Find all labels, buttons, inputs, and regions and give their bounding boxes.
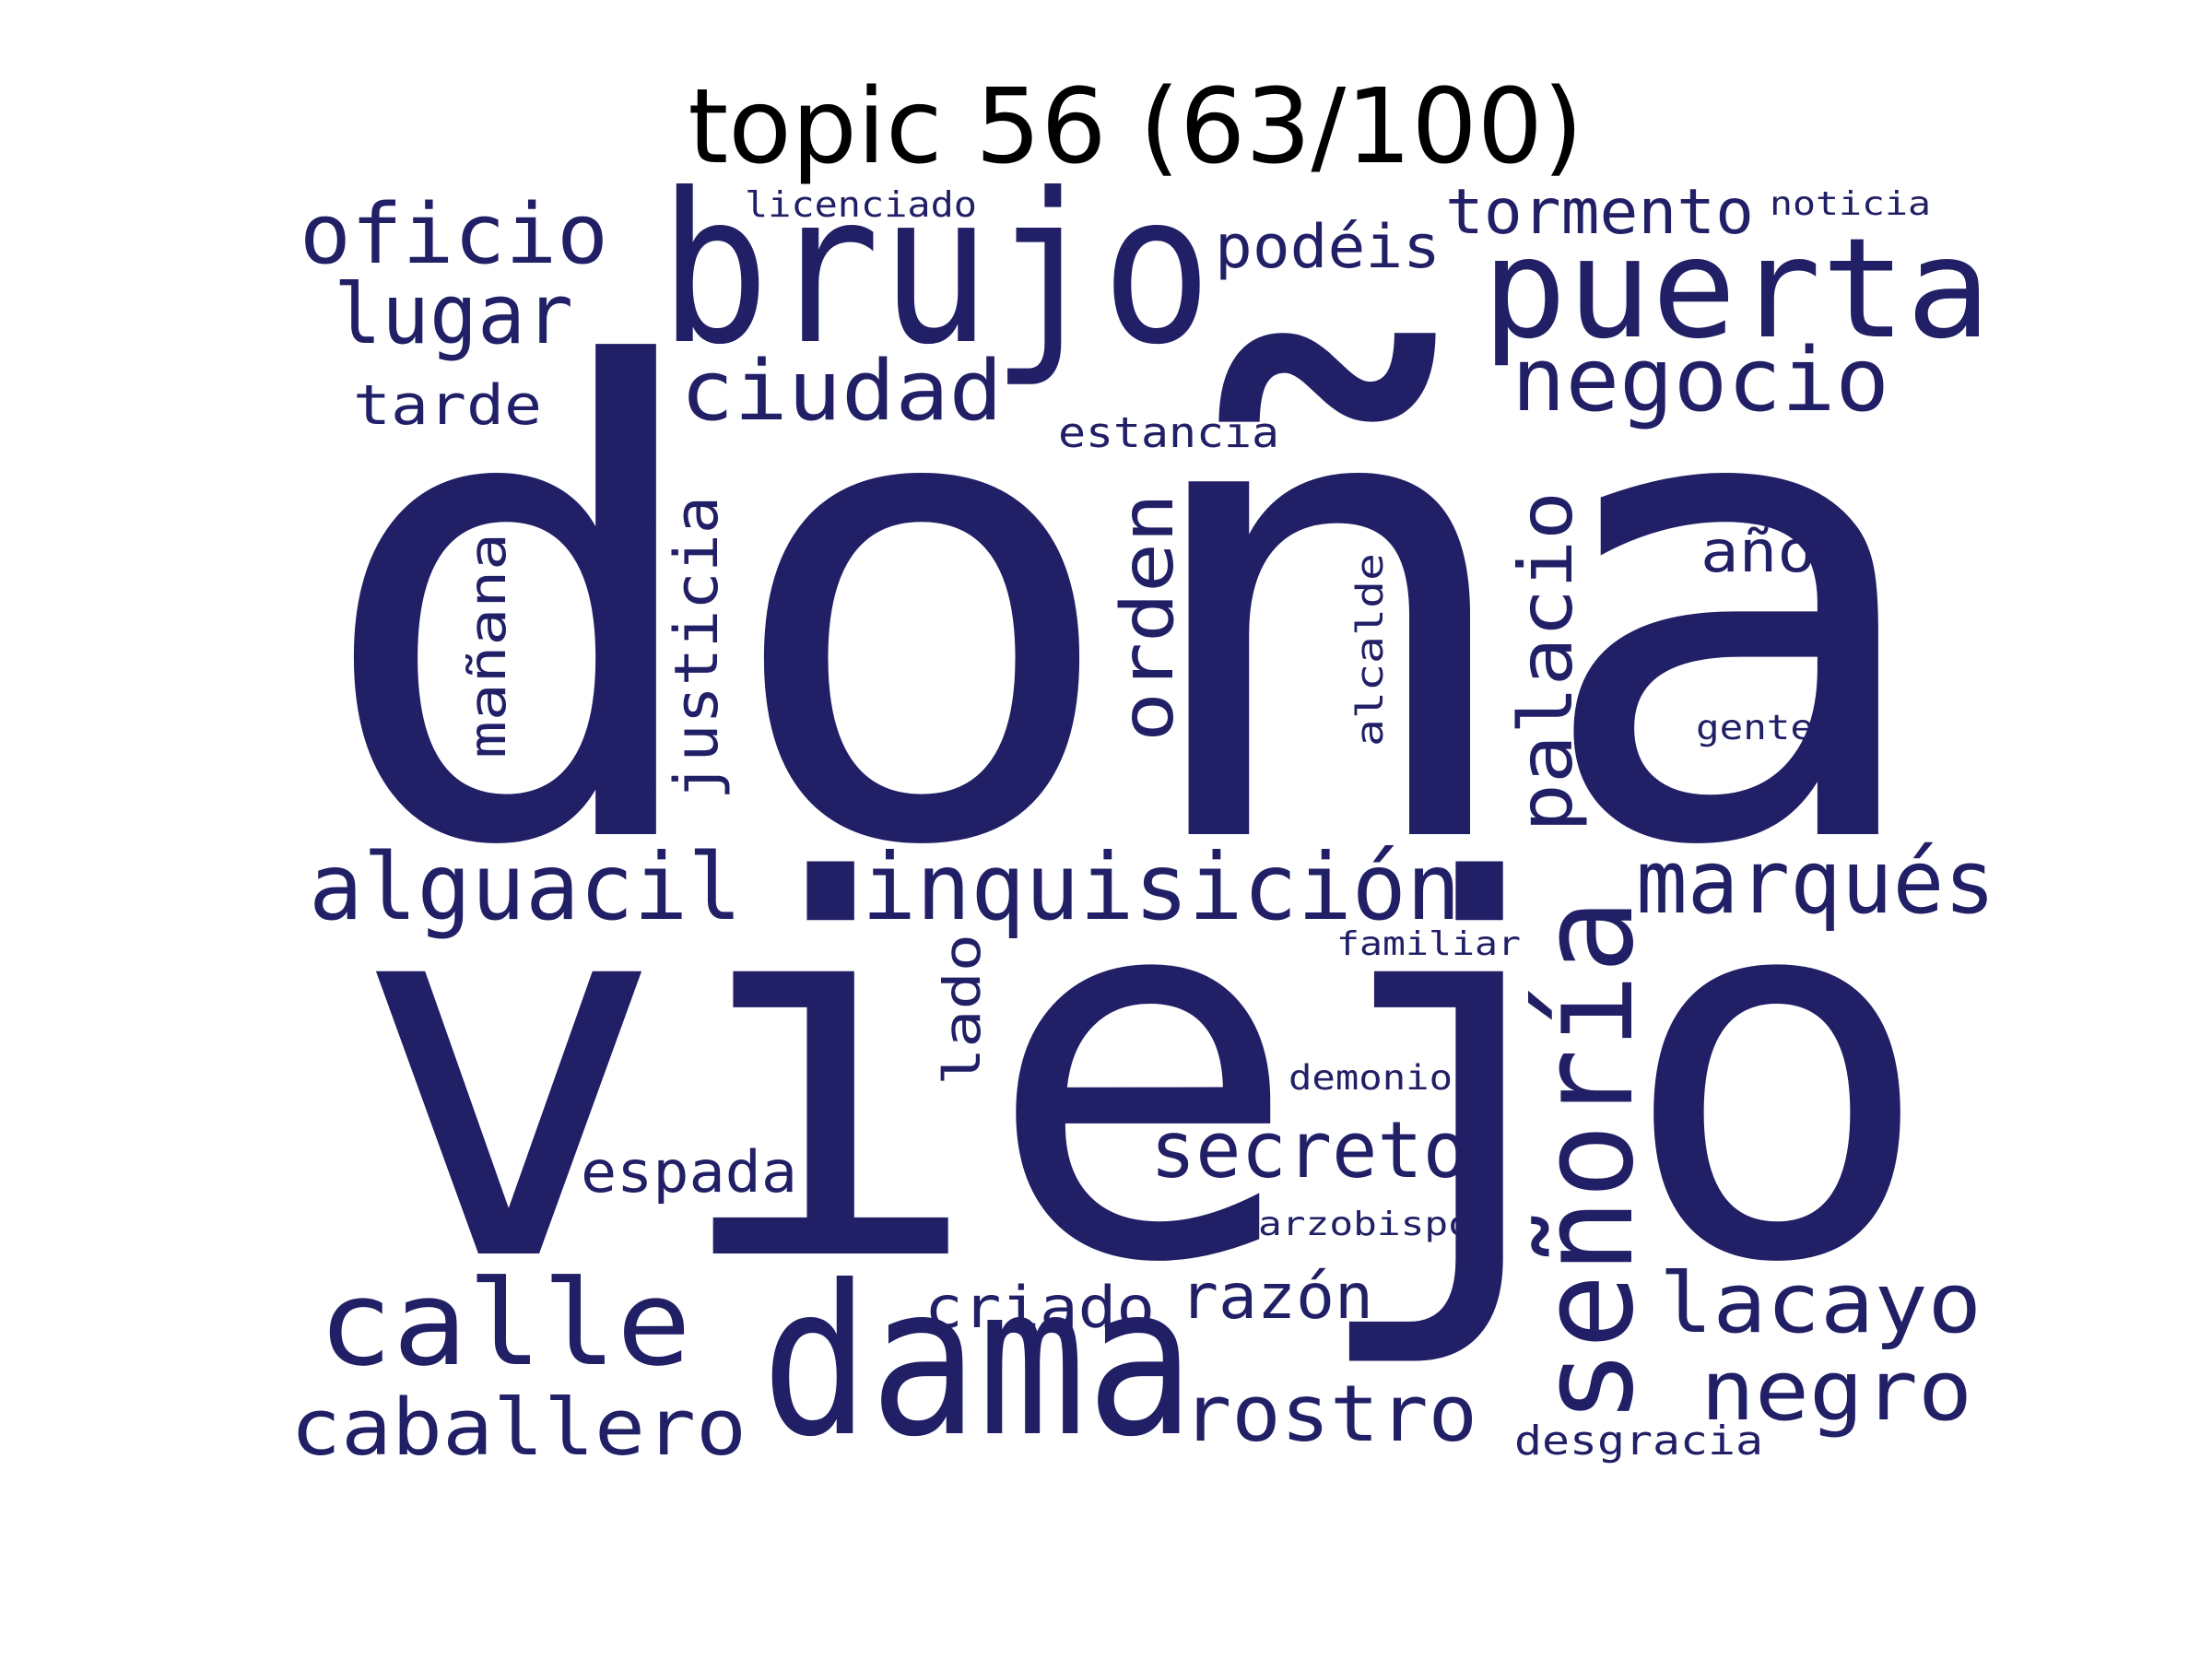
word-viejo: viejo: [350, 775, 1936, 1376]
word-orden: orden: [1107, 493, 1190, 742]
word-oficio: oficio: [300, 186, 608, 283]
word-caballero: caballero: [290, 1382, 747, 1474]
word-estancia: estancia: [1058, 408, 1279, 457]
word-familiar: familiar: [1336, 925, 1521, 963]
word-negro: negro: [1700, 1343, 1972, 1440]
word-tarde: tarde: [353, 373, 542, 438]
word-lacayo: lacayo: [1659, 1255, 1982, 1352]
word-dona: doña: [313, 236, 1936, 987]
word-arzobispo: arzobispo: [1258, 1206, 1472, 1243]
figure-title: topic 56 (63/100): [688, 67, 1583, 187]
word-calle: calle: [318, 1255, 691, 1393]
word-razon: razón: [1180, 1261, 1373, 1334]
word-demonio: demonio: [1288, 1058, 1453, 1098]
word-palacio: palacio: [1503, 491, 1589, 832]
word-podeis: podéis: [1215, 213, 1441, 282]
word-desgracia: desgracia: [1514, 1418, 1763, 1465]
word-negocio: negocio: [1512, 330, 1889, 431]
word-licenciado: licenciado: [745, 184, 977, 225]
word-puerta: puerta: [1482, 209, 1991, 370]
word-ano: año: [1700, 518, 1816, 585]
word-manana: mañana: [458, 533, 517, 759]
word-criado: criado: [924, 1274, 1155, 1341]
word-tormento: tormento: [1445, 176, 1754, 249]
word-espada: espada: [581, 1138, 797, 1206]
word-justicia: justicia: [663, 496, 732, 800]
word-gente: gente: [1696, 708, 1814, 747]
word-lugar: lugar: [334, 266, 573, 363]
word-secreto: secreto: [1150, 1105, 1468, 1196]
word-ciudad: ciudad: [680, 343, 1003, 440]
word-lado: lado: [933, 934, 992, 1086]
word-senoria: señoría: [1512, 899, 1663, 1424]
word-noticia: noticia: [1770, 185, 1931, 223]
word-inquisicion: inquisición: [862, 833, 1461, 941]
words-group: doña viejo brujo puerta dama señoría cal…: [290, 149, 1995, 1483]
word-alguacil: alguacil: [309, 833, 742, 941]
word-marques: marqués: [1636, 832, 1995, 934]
word-dama: dama: [761, 1241, 1194, 1483]
word-alcalde: alcalde: [1349, 553, 1392, 747]
word-brujo: brujo: [659, 149, 1212, 391]
word-rostro: rostro: [1182, 1369, 1477, 1460]
